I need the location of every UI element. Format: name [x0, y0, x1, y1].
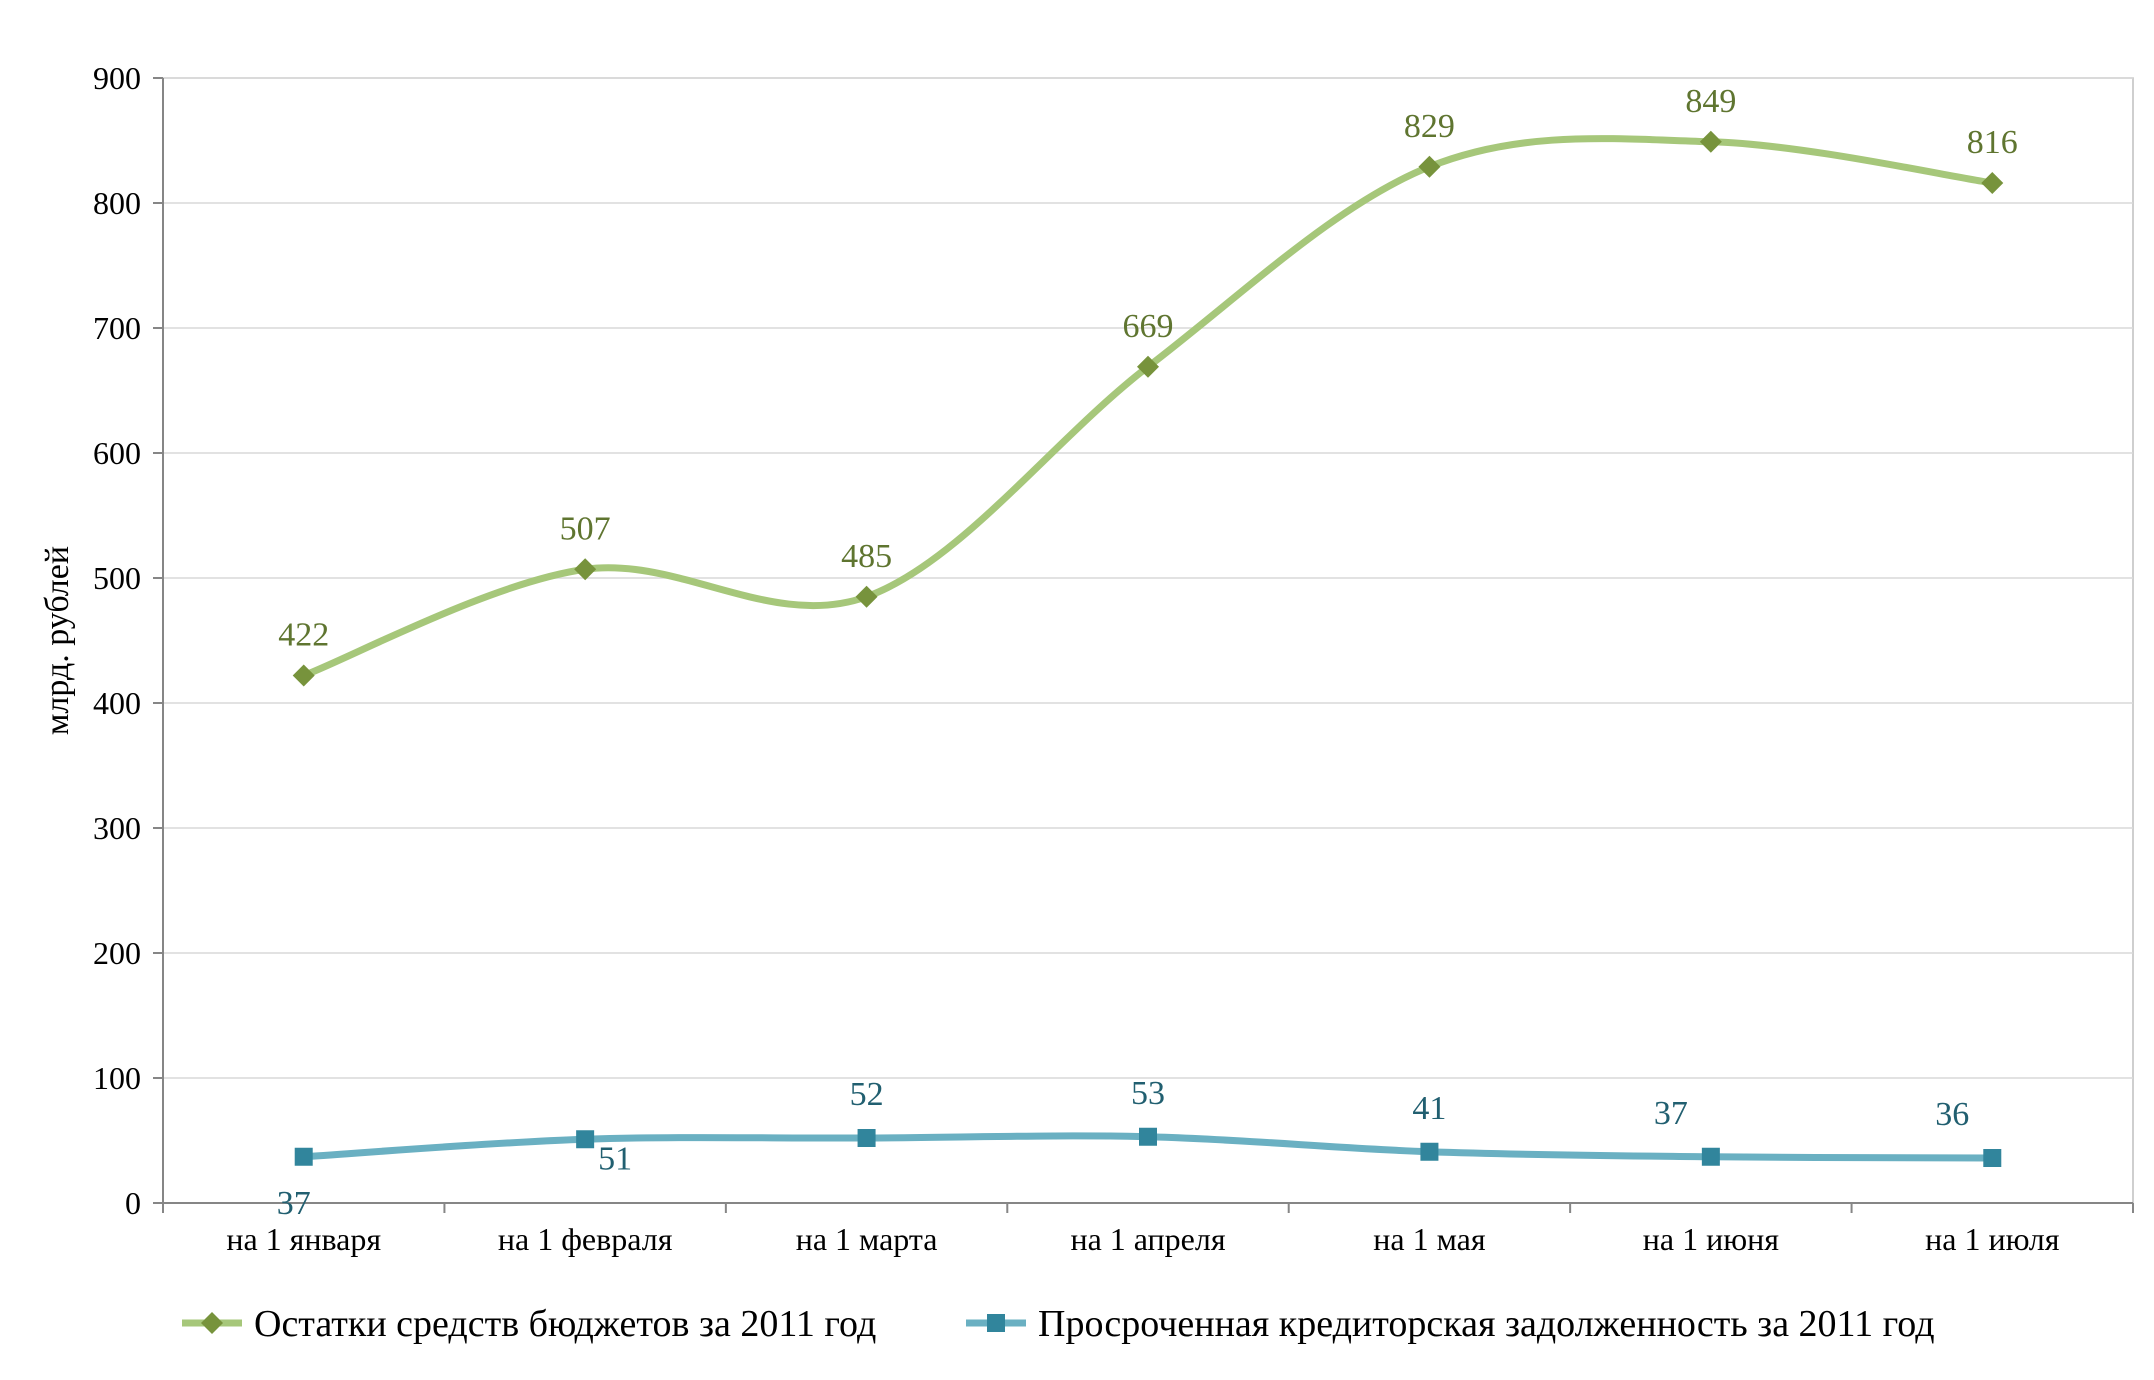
- data-label: 816: [1967, 124, 2018, 161]
- y-tick-label: 800: [93, 185, 141, 221]
- x-tick-label: на 1 января: [226, 1221, 381, 1257]
- x-tick-label: на 1 июня: [1643, 1221, 1779, 1257]
- data-point-marker: [574, 558, 597, 581]
- legend-item-1: Остатки средств бюджетов за 2011 год: [182, 1303, 876, 1345]
- data-point-marker: [1137, 355, 1159, 378]
- data-label: 507: [560, 510, 611, 547]
- data-label: 37: [277, 1185, 311, 1222]
- data-label: 422: [278, 617, 329, 654]
- y-tick-label: 300: [93, 810, 141, 846]
- series-layer: [292, 130, 2004, 1167]
- legend-label: Просроченная кредиторская задолженность …: [1038, 1303, 1935, 1345]
- data-point-marker: [857, 1129, 876, 1147]
- y-tick-label: 600: [93, 435, 141, 471]
- data-label: 53: [1131, 1075, 1165, 1112]
- data-label: 51: [598, 1140, 632, 1177]
- series-1: [292, 130, 2004, 687]
- x-tick-label: на 1 мая: [1373, 1221, 1486, 1257]
- y-tick-label: 200: [93, 935, 141, 971]
- x-tick-label: на 1 февраля: [498, 1221, 673, 1257]
- data-label: 829: [1404, 108, 1455, 145]
- legend-label: Остатки средств бюджетов за 2011 год: [254, 1303, 876, 1345]
- y-tick-label: 900: [93, 60, 141, 96]
- plot-frame: [162, 77, 2134, 1204]
- data-point-marker: [1701, 1147, 1720, 1166]
- data-point-marker: [1418, 155, 1441, 178]
- legend-swatch-marker: [201, 1312, 223, 1334]
- data-point-marker: [1981, 172, 2004, 194]
- data-label: 52: [850, 1076, 884, 1113]
- y-tick-label: 400: [93, 685, 141, 721]
- x-tick-label: на 1 марта: [796, 1221, 938, 1257]
- data-labels: 422 507 485 669 829 849 816 37 51 52 53 41 37 36: [277, 83, 2018, 1222]
- y-axis-title: млрд. рублей: [39, 546, 76, 735]
- data-point-marker: [1983, 1149, 2002, 1167]
- legend: Остатки средств бюджетов за 2011 год Прос…: [182, 1303, 1935, 1345]
- data-point-marker: [1699, 130, 1722, 153]
- series-2: [294, 1127, 2002, 1167]
- y-tick-label: 500: [93, 560, 141, 596]
- data-point-marker: [855, 585, 878, 608]
- data-point-marker: [576, 1130, 595, 1149]
- data-point-marker: [1139, 1127, 1157, 1146]
- legend-swatch-marker: [987, 1314, 1005, 1332]
- data-label: 41: [1412, 1090, 1446, 1127]
- data-label: 485: [841, 538, 892, 575]
- data-label: 849: [1685, 83, 1736, 120]
- data-label: 36: [1935, 1096, 1969, 1133]
- data-point-marker: [292, 664, 315, 687]
- data-point-marker: [294, 1147, 313, 1166]
- y-tick-label: 700: [93, 310, 141, 346]
- axes: 0 100 200 300 400 500 600 700 800 900 на 1 января н…: [39, 60, 2134, 1257]
- y-tick-label: 0: [125, 1185, 141, 1221]
- legend-item-2: Просроченная кредиторская задолженность …: [966, 1303, 1935, 1345]
- data-label: 669: [1123, 308, 1174, 345]
- grid-layer: [162, 77, 2134, 1204]
- y-tick-label: 100: [93, 1060, 141, 1096]
- series-line: [300, 135, 1996, 679]
- data-label: 37: [1654, 1095, 1688, 1132]
- x-tick-label: на 1 апреля: [1070, 1221, 1225, 1257]
- x-tick-label: на 1 июля: [1925, 1221, 2060, 1257]
- data-point-marker: [1420, 1142, 1439, 1161]
